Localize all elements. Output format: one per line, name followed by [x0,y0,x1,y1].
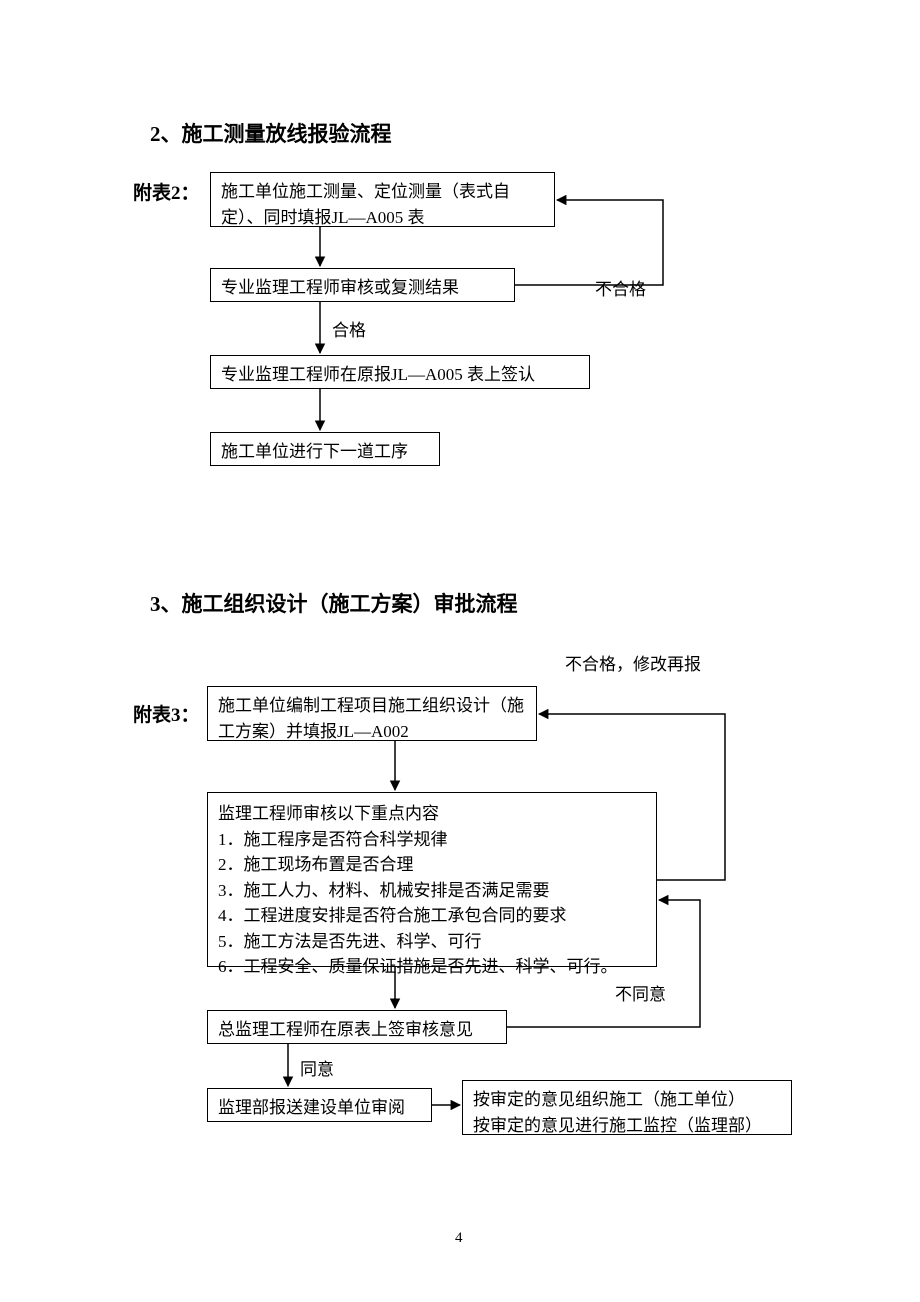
s3-node-2-item3: 3．施工人力、材料、机械安排是否满足需要 [218,878,646,904]
s3-edge-label-fail: 不合格，修改再报 [565,650,701,675]
s3-node-2-item4: 4．工程进度安排是否符合施工承包合同的要求 [218,903,646,929]
section3-heading: 3、施工组织设计（施工方案）审批流程 [150,588,518,618]
section3-sidelabel: 附表3： [133,700,200,727]
s3-node-3: 总监理工程师在原表上签审核意见 [207,1010,507,1044]
s3-node-2-item5: 5．施工方法是否先进、科学、可行 [218,929,646,955]
s3-node-2-item2: 2．施工现场布置是否合理 [218,852,646,878]
s2-node-2: 专业监理工程师审核或复测结果 [210,268,515,302]
s3-node-2-item6: 6．工程安全、质量保证措施是否先进、科学、可行。 [218,954,646,980]
s3-node-2-item1: 1．施工程序是否符合科学规律 [218,827,646,853]
s3-node-2: 监理工程师审核以下重点内容 1．施工程序是否符合科学规律 2．施工现场布置是否合… [207,792,657,967]
s3-edge-label-disagree: 不同意 [615,980,666,1005]
s3-node-2-title: 监理工程师审核以下重点内容 [218,801,646,827]
s3-node-5: 按审定的意见组织施工（施工单位） 按审定的意见进行施工监控（监理部） [462,1080,792,1135]
s3-node-1: 施工单位编制工程项目施工组织设计（施工方案）并填报JL—A002 [207,686,537,741]
s2-node-3: 专业监理工程师在原报JL—A005 表上签认 [210,355,590,389]
section2-sidelabel: 附表2： [133,178,200,205]
page-number: 4 [455,1230,463,1247]
page: 2、施工测量放线报验流程 附表2： 施工单位施工测量、定位测量（表式自定）、同时… [0,0,920,1302]
s2-node-1: 施工单位施工测量、定位测量（表式自定）、同时填报JL—A005 表 [210,172,555,227]
s3-edge-label-agree: 同意 [300,1055,334,1080]
s2-edge-label-fail: 不合格 [595,275,646,300]
s3-node-4: 监理部报送建设单位审阅 [207,1088,432,1122]
section2-heading: 2、施工测量放线报验流程 [150,118,392,148]
s2-edge-label-pass: 合格 [332,316,366,341]
s2-node-4: 施工单位进行下一道工序 [210,432,440,466]
